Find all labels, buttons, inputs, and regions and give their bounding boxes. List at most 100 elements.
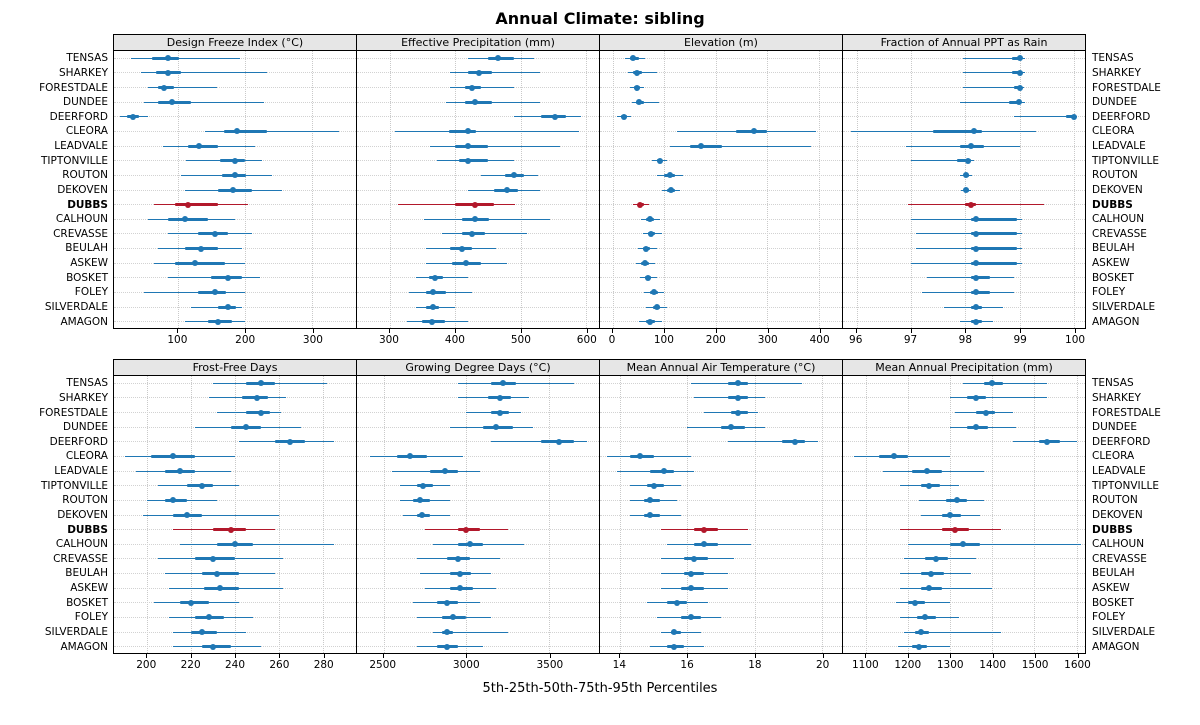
median-dot <box>973 274 980 281</box>
box-25-75 <box>970 217 1018 221</box>
box-25-75 <box>970 247 1018 251</box>
axis-tick-label: 1400 <box>979 659 1007 671</box>
site-label-crevasse: CREVASSE <box>53 552 108 565</box>
whisker-5-95 <box>908 204 1045 206</box>
site-label-dubbs: DUBBS <box>1092 198 1133 211</box>
grid-line-horizontal <box>357 306 599 308</box>
median-dot <box>1016 84 1023 91</box>
axis-tick-label: 3500 <box>536 659 564 671</box>
site-label-tiptonville: TIPTONVILLE <box>1092 479 1159 492</box>
site-label-foley: FOLEY <box>74 286 108 299</box>
median-dot <box>215 318 222 325</box>
whisker-5-95 <box>458 382 575 384</box>
axis-tick <box>992 654 994 658</box>
median-dot <box>556 438 563 445</box>
site-label-dundee: DUNDEE <box>1092 421 1137 434</box>
box-25-75 <box>957 159 971 163</box>
box-25-75 <box>223 129 267 133</box>
axis-tick-label: 300 <box>378 334 399 346</box>
whisker-5-95 <box>704 412 758 414</box>
axis-tick-label: 1300 <box>936 659 964 671</box>
axis-tick-label: 1200 <box>894 659 922 671</box>
median-dot <box>734 394 741 401</box>
median-dot <box>621 113 628 120</box>
median-dot <box>989 380 996 387</box>
grid-line-horizontal <box>600 616 842 618</box>
median-dot <box>466 541 473 548</box>
axis-tick <box>754 654 756 658</box>
median-dot <box>973 245 980 252</box>
median-dot <box>967 143 974 150</box>
median-dot <box>687 585 694 592</box>
axis-tick-label: 300 <box>302 334 323 346</box>
site-label-amagon: AMAGON <box>60 315 109 328</box>
site-label-askew: ASKEW <box>1092 582 1130 595</box>
median-dot <box>455 555 462 562</box>
panel-plot <box>599 51 843 329</box>
median-dot <box>633 84 640 91</box>
site-labels-left: TENSAS SHARKEY FORESTDALE DUNDEE DEERFORD CLE… <box>0 359 113 675</box>
median-dot <box>258 380 265 387</box>
median-dot <box>225 274 232 281</box>
axis-tick-label: 96 <box>849 334 863 346</box>
grid-line-horizontal <box>600 485 842 487</box>
median-dot <box>926 585 933 592</box>
median-dot <box>198 245 205 252</box>
median-dot <box>965 157 972 164</box>
whisker-5-95 <box>910 160 974 162</box>
site-label-forestdale: FORESTDALE <box>39 81 108 94</box>
axis-tick-label: 500 <box>510 334 531 346</box>
median-dot <box>947 512 954 518</box>
median-dot <box>420 482 427 489</box>
site-label-bosket: BOSKET <box>66 271 108 284</box>
site-label-tiptonville: TIPTONVILLE <box>41 479 108 492</box>
axis-tick-label: 1500 <box>1021 659 1049 671</box>
axis-tick <box>663 329 665 333</box>
site-label-silverdale: SILVERDALE <box>1092 300 1156 313</box>
median-dot <box>216 585 223 592</box>
axis-tick <box>454 329 456 333</box>
median-dot <box>456 570 463 577</box>
axis-tick <box>910 329 912 333</box>
grid-line-horizontal <box>114 441 356 443</box>
whisker-5-95 <box>140 72 267 74</box>
median-dot <box>211 230 218 237</box>
whisker-5-95 <box>962 87 1025 89</box>
median-dot <box>169 99 176 106</box>
median-dot <box>751 128 758 135</box>
site-label-silverdale: SILVERDALE <box>44 300 108 313</box>
panel-3: Fraction of Annual PPT as Rain 96 97 98 99 10… <box>842 34 1086 350</box>
site-label-beulah: BEULAH <box>65 242 108 255</box>
median-dot <box>229 187 236 193</box>
site-label-deerford: DEERFORD <box>1092 110 1151 123</box>
site-label-silverdale: SILVERDALE <box>1092 625 1156 638</box>
median-dot <box>205 614 212 621</box>
site-label-tiptonville: TIPTONVILLE <box>1092 154 1159 167</box>
axis-tick-label: 100 <box>653 334 674 346</box>
grid-line-horizontal <box>114 499 356 501</box>
median-dot <box>504 187 511 193</box>
axis-tick <box>855 329 857 333</box>
panel-axis: 14 16 18 20 <box>599 654 843 675</box>
grid-line-horizontal <box>600 631 842 633</box>
grid-line-horizontal <box>114 218 356 220</box>
median-dot <box>666 172 673 179</box>
median-dot <box>932 555 939 562</box>
median-dot <box>973 304 980 311</box>
axis-tick-label: 0 <box>608 334 616 346</box>
axis-tick-label: 16 <box>680 659 694 671</box>
axis-tick <box>619 654 621 658</box>
median-dot <box>465 143 472 150</box>
median-dot <box>191 260 198 267</box>
grid-line-horizontal <box>600 277 842 279</box>
whisker-5-95 <box>628 72 658 74</box>
median-dot <box>463 526 470 533</box>
whisker-5-95 <box>130 57 240 59</box>
grid-line-horizontal <box>600 72 842 74</box>
whisker-5-95 <box>144 101 264 103</box>
median-dot <box>1016 69 1023 76</box>
box-25-75 <box>174 261 225 265</box>
site-label-dekoven: DEKOVEN <box>57 508 108 521</box>
whisker-5-95 <box>445 101 541 103</box>
median-dot <box>983 409 990 416</box>
